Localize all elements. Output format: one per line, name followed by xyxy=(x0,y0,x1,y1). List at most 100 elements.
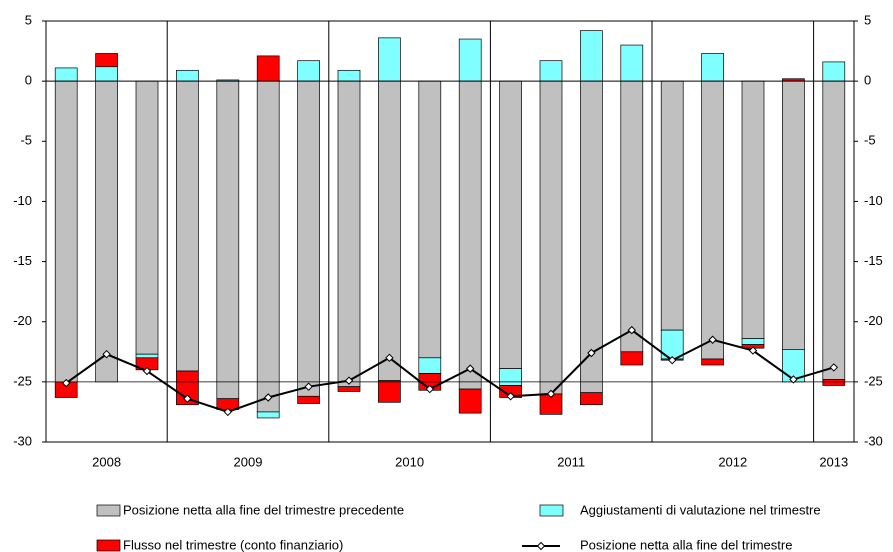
bar-segment xyxy=(337,69,361,82)
line-marker xyxy=(789,375,798,384)
line-series xyxy=(65,328,835,413)
y-tick-label: -25 xyxy=(13,373,32,388)
line-marker xyxy=(344,376,354,385)
line-marker xyxy=(587,348,596,358)
y2-tick-label: -20 xyxy=(864,313,883,328)
y2-tick-label: -30 xyxy=(864,433,883,448)
bar-segment xyxy=(297,80,320,397)
bar-segment xyxy=(458,388,482,414)
legend-swatch xyxy=(96,504,121,517)
bar-segment xyxy=(580,30,603,82)
bar-segment xyxy=(216,80,240,400)
y2-tick-label: -5 xyxy=(864,133,876,148)
bar-segment xyxy=(660,80,684,331)
x-group-label: 2012 xyxy=(718,454,747,469)
x-group-label: 2011 xyxy=(557,454,585,469)
line-marker xyxy=(506,392,515,401)
bar-segment xyxy=(782,80,805,350)
bar-segment xyxy=(176,69,199,82)
bar-segment xyxy=(337,386,361,392)
bar-segment xyxy=(499,368,522,386)
bar-segment xyxy=(95,80,118,383)
bar-segment xyxy=(378,380,401,403)
bar-segment xyxy=(580,392,603,406)
bar-segment xyxy=(54,80,78,383)
y2-tick-label: -15 xyxy=(864,253,883,268)
plot-frame xyxy=(45,20,855,443)
bar-segment xyxy=(135,353,159,359)
line-marker xyxy=(223,407,233,417)
line-marker xyxy=(627,325,637,335)
bar-segment xyxy=(822,80,846,380)
line-marker xyxy=(748,346,758,355)
bar-segment xyxy=(822,379,846,386)
y-tick-label: -20 xyxy=(13,313,32,328)
bar-segment xyxy=(256,55,280,82)
line-marker xyxy=(263,393,273,402)
legend-label: Flusso nel trimestre (conto finanziario) xyxy=(123,537,343,552)
bar-segment xyxy=(95,66,118,82)
bar-segment xyxy=(256,411,280,419)
bar-segment xyxy=(822,61,846,82)
bar-segment xyxy=(580,80,603,394)
y2-tick-label: -10 xyxy=(864,193,883,208)
y-tick-label: -15 xyxy=(13,253,32,268)
legend-swatch xyxy=(539,504,564,517)
bar-segment xyxy=(458,80,482,390)
y-tick-label: 0 xyxy=(25,73,32,88)
bar-segment xyxy=(337,80,361,388)
bar-segment xyxy=(458,38,482,82)
legend-label: Posizione netta alla fine del trimestre xyxy=(580,537,792,552)
line-marker xyxy=(425,384,435,394)
bar-segment xyxy=(620,44,644,82)
bar-segment xyxy=(499,80,522,369)
line-marker xyxy=(385,353,394,363)
line-marker xyxy=(546,389,556,399)
bar-segment xyxy=(741,338,765,345)
bar-segment xyxy=(418,80,442,359)
bar-segment xyxy=(539,80,563,395)
bar-segment xyxy=(54,67,78,82)
line-marker xyxy=(708,335,717,344)
line-marker xyxy=(183,394,192,403)
bar-segment xyxy=(176,80,199,372)
line-marker xyxy=(304,382,313,391)
y-tick-label: -10 xyxy=(13,193,32,208)
bar-segment xyxy=(701,80,724,360)
legend-marker xyxy=(536,541,546,551)
bar-segment xyxy=(95,53,118,68)
line-marker xyxy=(667,355,677,365)
bar-segment xyxy=(256,80,280,413)
y-tick-label: -5 xyxy=(20,133,32,148)
bar-segment xyxy=(701,53,724,82)
line-marker xyxy=(61,378,71,388)
legend-swatch xyxy=(96,539,121,552)
line-marker xyxy=(829,363,839,372)
bar-segment xyxy=(135,80,159,355)
y2-tick-label: -25 xyxy=(864,373,883,388)
x-group-label: 2008 xyxy=(92,454,121,469)
bar-segment xyxy=(176,370,199,406)
x-group-label: 2009 xyxy=(234,454,263,469)
bar-segment xyxy=(378,37,401,82)
bar-segment xyxy=(741,80,765,339)
y-tick-label: 5 xyxy=(25,12,32,27)
bar-segment xyxy=(378,80,401,382)
x-group-label: 2010 xyxy=(395,454,424,469)
y2-tick-label: 0 xyxy=(864,73,871,88)
line-marker xyxy=(102,349,111,359)
x-group-label: 2013 xyxy=(819,454,848,469)
y2-tick-label: 5 xyxy=(864,12,871,27)
bar-segment xyxy=(620,80,644,353)
bar-segment xyxy=(418,357,442,374)
bar-segment xyxy=(539,60,563,82)
legend-label: Aggiustamenti di valutazione nel trimest… xyxy=(580,502,821,517)
bar-segment xyxy=(297,60,320,82)
line-marker xyxy=(142,366,152,376)
legend-label: Posizione netta alla fine del trimestre … xyxy=(123,502,404,517)
bar-segment xyxy=(701,358,724,366)
bar-segment xyxy=(297,395,320,404)
bar-segment xyxy=(620,351,644,366)
line-marker xyxy=(465,364,475,373)
